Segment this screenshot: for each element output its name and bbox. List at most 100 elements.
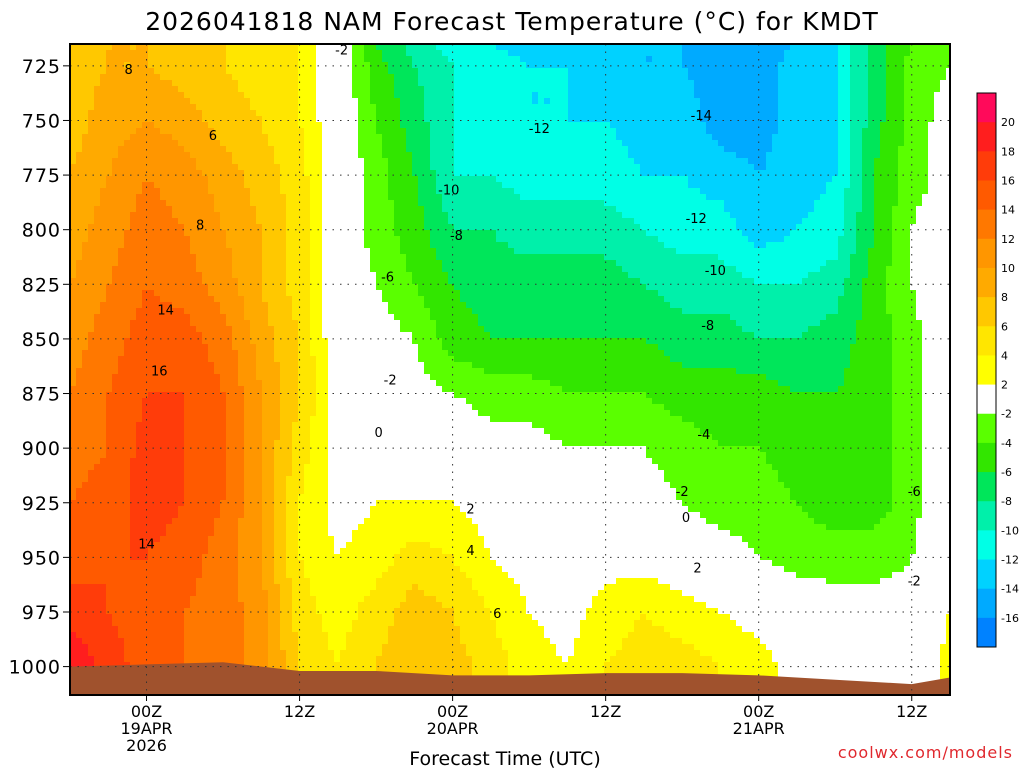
temperature-cell (712, 146, 719, 153)
temperature-cell (82, 176, 89, 183)
temperature-cell (424, 134, 431, 141)
temperature-cell (718, 134, 725, 141)
temperature-cell (574, 164, 581, 171)
temperature-cell (784, 200, 791, 207)
temperature-cell (772, 146, 779, 153)
temperature-cell (226, 128, 233, 135)
temperature-cell (808, 194, 815, 201)
temperature-cell (790, 212, 797, 219)
temperature-cell (850, 80, 857, 87)
temperature-cell (202, 200, 209, 207)
temperature-cell (364, 86, 371, 93)
temperature-cell (112, 230, 119, 237)
temperature-cell (814, 164, 821, 171)
temperature-cell (856, 146, 863, 153)
temperature-cell (430, 206, 437, 213)
temperature-cell (136, 86, 143, 93)
temperature-cell (394, 164, 401, 171)
temperature-cell (892, 50, 899, 57)
temperature-cell (76, 80, 83, 87)
temperature-cell (154, 236, 161, 243)
temperature-cell (712, 74, 719, 81)
temperature-cell (838, 80, 845, 87)
temperature-cell (586, 74, 593, 81)
temperature-cell (268, 230, 275, 237)
temperature-cell (454, 146, 461, 153)
temperature-cell (178, 122, 185, 129)
temperature-cell (352, 164, 359, 171)
temperature-cell (790, 56, 797, 63)
temperature-cell (844, 122, 851, 129)
temperature-cell (946, 176, 950, 183)
temperature-cell (478, 236, 485, 243)
temperature-cell (490, 86, 497, 93)
temperature-cell (892, 182, 899, 189)
temperature-cell (826, 188, 833, 195)
temperature-cell (220, 158, 227, 165)
temperature-cell (472, 110, 479, 117)
temperature-cell (730, 68, 737, 75)
temperature-cell (112, 104, 119, 111)
temperature-cell (214, 62, 221, 69)
temperature-cell (706, 236, 713, 243)
temperature-cell (802, 104, 809, 111)
temperature-cell (400, 212, 407, 219)
temperature-cell (274, 62, 281, 69)
temperature-cell (292, 128, 299, 135)
temperature-cell (640, 92, 647, 99)
temperature-cell (280, 182, 287, 189)
temperature-cell (676, 164, 683, 171)
temperature-cell (580, 140, 587, 147)
temperature-cell (442, 170, 449, 177)
temperature-cell (796, 122, 803, 129)
temperature-cell (664, 110, 671, 117)
temperature-cell (340, 92, 347, 99)
temperature-cell (352, 236, 359, 243)
temperature-cell (274, 176, 281, 183)
temperature-cell (688, 80, 695, 87)
temperature-cell (400, 50, 407, 57)
temperature-cell (364, 194, 371, 201)
temperature-cell (544, 140, 551, 147)
temperature-cell (154, 218, 161, 225)
temperature-cell (262, 218, 269, 225)
temperature-cell (904, 170, 911, 177)
temperature-cell (424, 194, 431, 201)
temperature-cell (370, 122, 377, 129)
temperature-cell (610, 86, 617, 93)
temperature-cell (310, 68, 317, 75)
temperature-cell (112, 56, 119, 63)
temperature-cell (580, 224, 587, 231)
temperature-cell (442, 158, 449, 165)
temperature-cell (466, 74, 473, 81)
temperature-cell (730, 74, 737, 81)
temperature-cell (568, 158, 575, 165)
temperature-cell (820, 158, 827, 165)
temperature-cell (424, 224, 431, 231)
temperature-cell (400, 122, 407, 129)
temperature-cell (166, 62, 173, 69)
temperature-cell (118, 56, 125, 63)
temperature-cell (364, 104, 371, 111)
temperature-cell (640, 104, 647, 111)
temperature-cell (148, 68, 155, 75)
temperature-cell (700, 74, 707, 81)
temperature-cell (730, 134, 737, 141)
temperature-cell (664, 170, 671, 177)
temperature-cell (322, 122, 329, 129)
temperature-cell (490, 80, 497, 87)
temperature-cell (250, 56, 257, 63)
temperature-cell (736, 242, 743, 249)
temperature-cell (832, 182, 839, 189)
temperature-cell (316, 224, 323, 231)
temperature-cell (184, 230, 191, 237)
temperature-cell (466, 116, 473, 123)
temperature-cell (436, 194, 443, 201)
temperature-cell (400, 146, 407, 153)
temperature-cell (610, 230, 617, 237)
temperature-cell (472, 218, 479, 225)
temperature-cell (436, 110, 443, 117)
temperature-cell (820, 140, 827, 147)
temperature-cell (724, 80, 731, 87)
temperature-cell (628, 80, 635, 87)
